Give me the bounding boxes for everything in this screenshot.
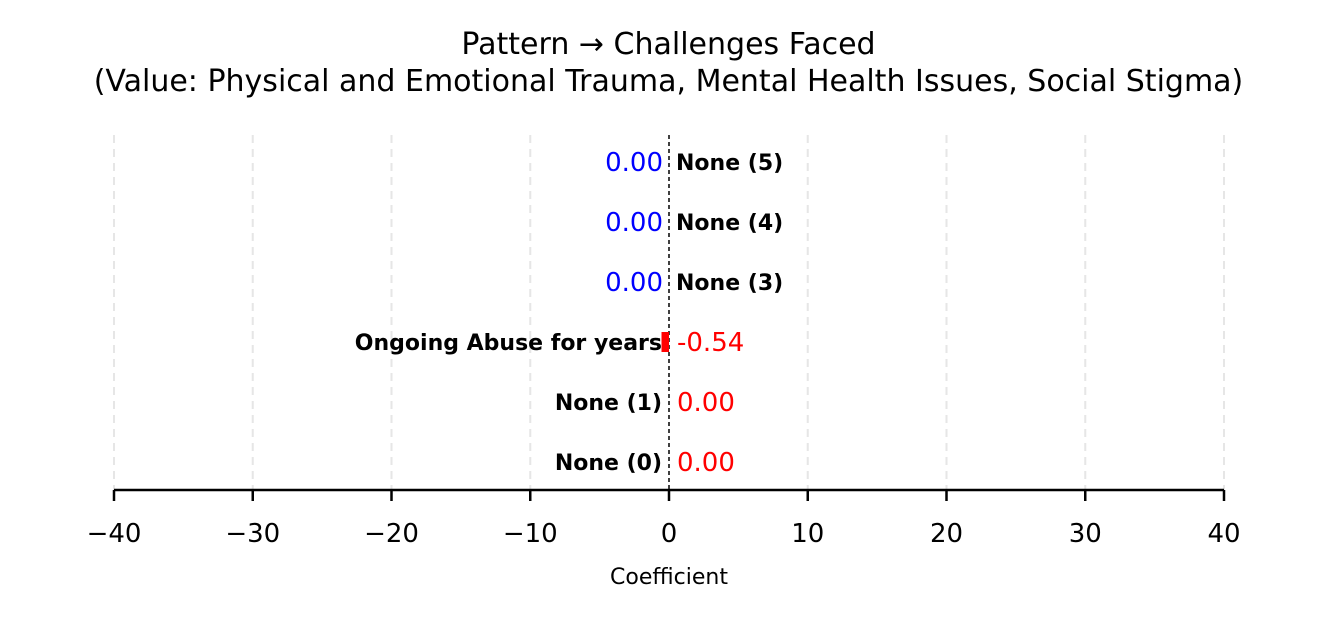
chart-subtitle: (Value: Physical and Emotional Trauma, M…	[93, 64, 1244, 99]
x-tick-label: 10	[791, 519, 824, 549]
value-label: 0.00	[605, 208, 663, 238]
x-tick-label: 30	[1069, 519, 1102, 549]
category-label: None (5)	[676, 151, 783, 176]
category-label: Ongoing Abuse for years	[355, 331, 662, 356]
value-label: 0.00	[677, 448, 735, 478]
value-label: 0.00	[605, 148, 663, 178]
x-axis-label: Coefficient	[610, 565, 728, 590]
value-label: -0.54	[677, 328, 744, 358]
category-label: None (1)	[555, 391, 662, 416]
chart-title-block: Pattern → Challenges Faced (Value: Physi…	[0, 26, 1337, 100]
x-tick-label: −10	[503, 519, 558, 549]
value-label: 0.00	[677, 388, 735, 418]
bar-layer	[661, 332, 669, 352]
category-label: None (3)	[676, 271, 783, 296]
label-layer: None (0) 0.00 None (1) 0.00 Ongoing Abuse fo…	[355, 148, 783, 478]
x-tick-label: −40	[87, 519, 142, 549]
chart-title: Pattern → Challenges Faced	[461, 27, 876, 62]
category-label: None (0)	[555, 451, 662, 476]
category-label: None (4)	[676, 211, 783, 236]
x-axis: −40 −30 −20 −10 0 10 20 30 40	[87, 488, 1241, 549]
grid-layer	[113, 135, 1225, 490]
bar	[661, 332, 669, 352]
value-label: 0.00	[605, 268, 663, 298]
x-tick-label: 40	[1207, 519, 1240, 549]
x-tick-label: −20	[364, 519, 419, 549]
x-tick-label: 20	[930, 519, 963, 549]
x-tick-label: −30	[225, 519, 280, 549]
x-tick-label: 0	[661, 519, 678, 549]
